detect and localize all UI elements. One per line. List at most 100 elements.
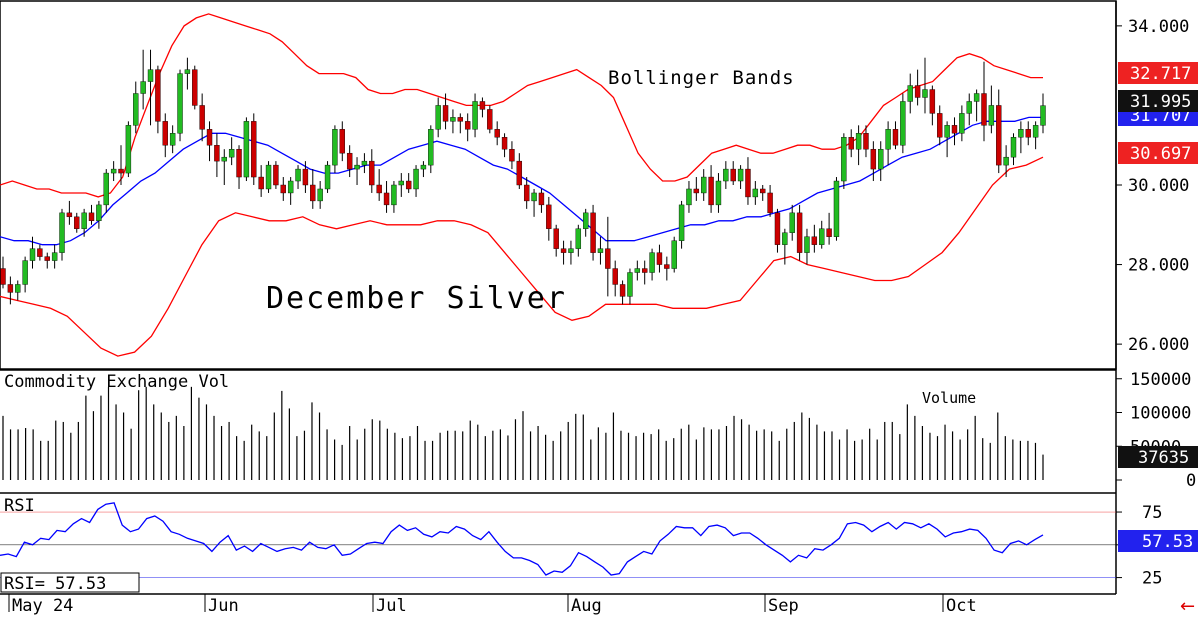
candle bbox=[553, 224, 559, 257]
candle bbox=[811, 224, 818, 253]
candle-body bbox=[184, 69, 191, 74]
scroll-left-arrow-icon[interactable]: ← bbox=[1180, 596, 1195, 617]
candle bbox=[140, 49, 146, 110]
candle bbox=[686, 181, 692, 213]
candle bbox=[900, 93, 906, 154]
candle bbox=[457, 113, 464, 134]
rsi-line-series bbox=[0, 502, 1044, 576]
candle bbox=[619, 280, 626, 305]
candle-body bbox=[737, 168, 744, 182]
candle-body bbox=[265, 164, 272, 190]
candle bbox=[560, 240, 567, 265]
candle-body bbox=[361, 160, 368, 166]
candle bbox=[826, 212, 832, 245]
candle bbox=[442, 93, 449, 130]
candle-body bbox=[855, 133, 862, 150]
candle-body bbox=[656, 252, 663, 265]
volume-tick-label: 0 bbox=[1186, 471, 1196, 491]
candle bbox=[494, 121, 500, 146]
candle-body bbox=[59, 212, 65, 253]
candle-body bbox=[66, 212, 73, 218]
volume-panel-title: Commodity Exchange Vol bbox=[4, 372, 229, 392]
candle bbox=[450, 109, 456, 134]
rsi-tick-label: 25 bbox=[1142, 569, 1162, 589]
candle-body bbox=[494, 129, 500, 138]
candle bbox=[74, 212, 80, 233]
candle bbox=[516, 153, 523, 189]
candle bbox=[302, 161, 309, 193]
candle-body bbox=[287, 180, 294, 194]
candle bbox=[546, 196, 552, 241]
candle-body bbox=[317, 188, 323, 202]
candle-body bbox=[428, 129, 434, 166]
candle-body bbox=[546, 204, 552, 229]
candle bbox=[1010, 133, 1017, 166]
candle-body bbox=[1003, 156, 1009, 166]
upper-bollinger-band bbox=[0, 13, 1043, 198]
candle bbox=[634, 260, 641, 281]
rsi-readout: RSI= 57.53 bbox=[4, 574, 106, 594]
candle bbox=[339, 121, 345, 162]
upper-band-badge-text: 32.717 bbox=[1130, 64, 1191, 84]
bollinger-bands-label: Bollinger Bands bbox=[608, 67, 795, 89]
candle-body bbox=[413, 168, 419, 190]
candle-body bbox=[634, 268, 641, 273]
candle bbox=[125, 121, 132, 178]
candle bbox=[361, 153, 368, 174]
candle bbox=[332, 125, 338, 174]
candle bbox=[782, 228, 788, 265]
candle-body bbox=[125, 125, 132, 174]
candle-body bbox=[885, 129, 891, 150]
candle-body bbox=[177, 73, 183, 134]
candle-body bbox=[37, 248, 43, 257]
candle bbox=[796, 204, 803, 261]
candle-body bbox=[553, 228, 559, 249]
price-tick-label: 30.000 bbox=[1128, 176, 1189, 196]
volume-bars bbox=[2, 386, 1044, 480]
volume-last-badge: 37635 bbox=[1118, 446, 1198, 468]
candle-body bbox=[804, 236, 810, 253]
candle bbox=[774, 208, 781, 253]
candle-body bbox=[103, 172, 109, 206]
candle bbox=[509, 141, 515, 170]
candle bbox=[169, 125, 176, 154]
candle-body bbox=[664, 264, 670, 269]
candle-body bbox=[996, 105, 1002, 166]
candle-body bbox=[745, 168, 751, 198]
candlestick-series bbox=[0, 49, 1046, 305]
candle-body bbox=[74, 216, 80, 229]
candle bbox=[81, 208, 87, 237]
candle-body bbox=[228, 148, 235, 158]
candle bbox=[701, 169, 707, 201]
candle-body bbox=[723, 168, 729, 182]
x-axis-label: Sep bbox=[768, 596, 799, 616]
candle bbox=[354, 157, 360, 185]
candle-body bbox=[981, 93, 987, 126]
candle-body bbox=[531, 192, 537, 202]
candle-body bbox=[1040, 105, 1046, 126]
candle-body bbox=[155, 69, 161, 122]
candle-body bbox=[575, 228, 582, 249]
rsi-last-badge: 57.53 bbox=[1118, 530, 1198, 552]
candle-body bbox=[199, 105, 205, 130]
candle bbox=[627, 268, 633, 305]
candle bbox=[737, 165, 744, 189]
candle bbox=[228, 137, 235, 166]
candle-body bbox=[826, 228, 832, 237]
candle bbox=[907, 73, 913, 114]
candle-body bbox=[907, 85, 913, 102]
candle-body bbox=[236, 148, 242, 178]
candle bbox=[199, 93, 205, 142]
candle bbox=[192, 65, 198, 110]
candle bbox=[693, 177, 700, 201]
candle bbox=[855, 125, 862, 166]
candle bbox=[678, 200, 685, 249]
candle-body bbox=[560, 248, 567, 253]
candle-body bbox=[221, 156, 227, 162]
candle bbox=[922, 57, 928, 114]
candle bbox=[236, 145, 242, 189]
chart-title: December Silver bbox=[266, 281, 567, 316]
candle-body bbox=[376, 184, 382, 194]
candle bbox=[162, 113, 168, 158]
